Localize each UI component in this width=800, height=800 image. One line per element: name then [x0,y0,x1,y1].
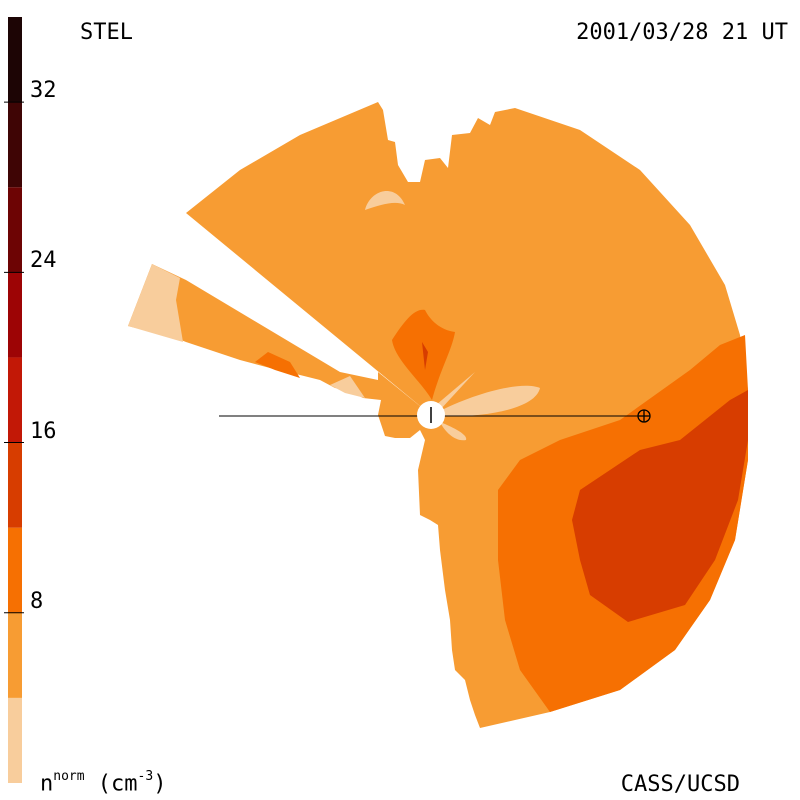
colorbar-tick-label: 16 [30,418,57,444]
colorbar-level-8 [8,17,22,103]
density-region-low-streak [436,372,475,410]
datetime-label: 2001/03/28 21 UT [576,20,788,45]
colorbar-level-6 [8,187,22,273]
earth-marker [637,409,651,423]
colorbar [4,17,24,783]
colorbar-tick-label: 24 [30,248,57,274]
observatory-label: STEL [80,20,133,45]
colorbar-level-3 [8,442,22,528]
colorbar-level-7 [8,102,22,188]
colorbar-level-4 [8,357,22,443]
colorbar-level-2 [8,527,22,613]
colorbar-level-5 [8,272,22,358]
colorbar-level-1 [8,612,22,698]
colorbar-unit-label: nnorm (cm-3) [40,769,167,797]
colorbar-tick-label: 8 [30,588,44,614]
density-region-low-lobe-lower [440,422,467,441]
density-region-medium-ray [255,352,300,378]
sun-marker [417,401,445,429]
colorbar-level-0 [8,697,22,783]
density-region-low-ray-edge [330,376,365,398]
colorbar-tick-label: 32 [30,78,57,104]
density-region-high-flame-core [422,342,428,370]
density-region-low-lobe-right [438,385,540,417]
density-region-high [572,390,748,622]
density-region-low-ray [128,264,183,342]
credit-label: CASS/UCSD [620,772,740,797]
density-region-low-blob-top [365,191,405,210]
